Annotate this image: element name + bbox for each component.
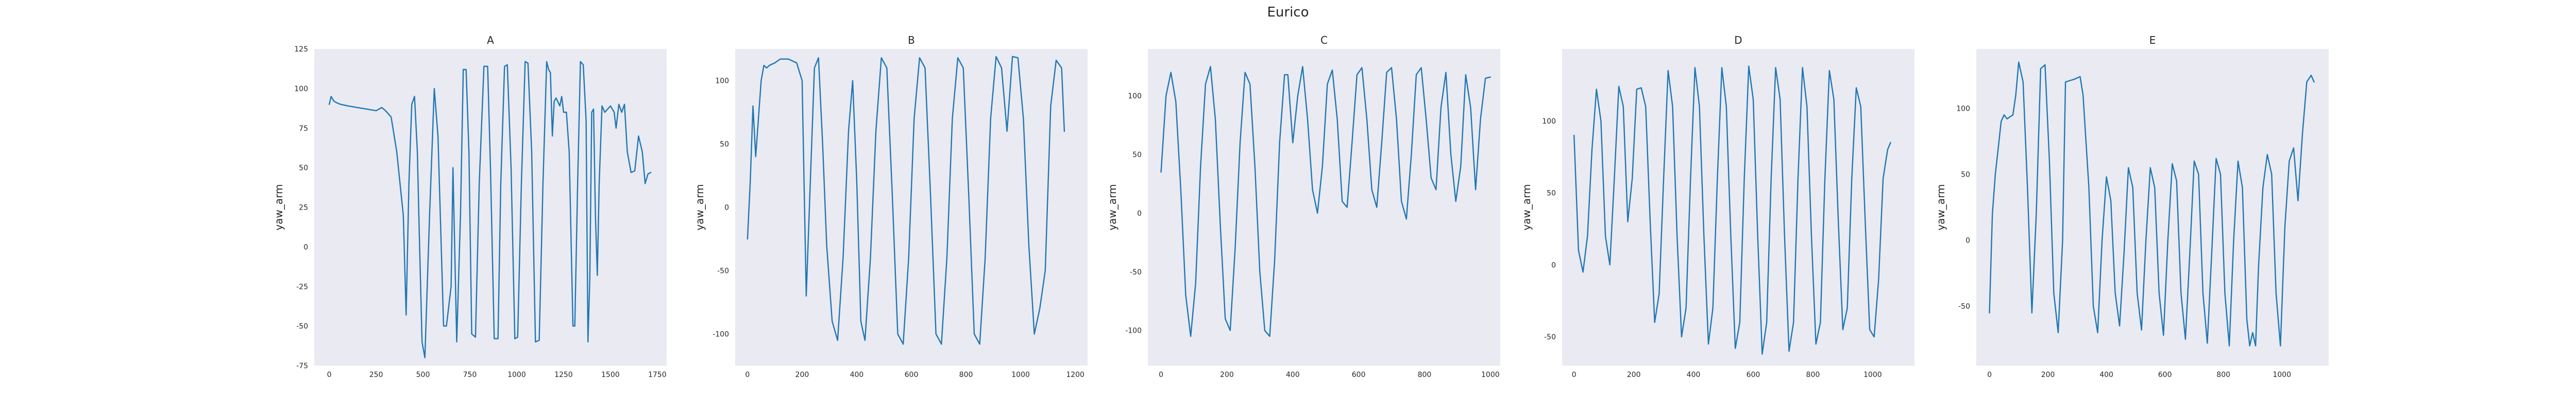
- x-tick-label: 500: [416, 371, 430, 379]
- x-tick-label: 400: [850, 371, 864, 379]
- x-tick-label: 0: [745, 371, 750, 379]
- series-line-a: [328, 61, 652, 358]
- x-tick-label: 1750: [648, 371, 667, 379]
- x-tick-label: 400: [1687, 371, 1701, 379]
- x-tick-label: 1000: [507, 371, 526, 379]
- y-tick-label: 50: [1547, 190, 1556, 198]
- x-tick-label: 600: [905, 371, 919, 379]
- y-tick-label: -50: [1958, 303, 1970, 311]
- y-tick-label: -75: [296, 362, 308, 370]
- plot-area-e: [1976, 49, 2329, 366]
- y-tick-label: 50: [1132, 151, 1142, 159]
- series-line-b: [747, 56, 1065, 345]
- y-tick-label: -50: [1544, 333, 1556, 341]
- x-tick-label: 800: [1418, 371, 1432, 379]
- x-tick-label: 800: [1806, 371, 1820, 379]
- y-tick-label: 0: [1137, 210, 1142, 218]
- y-tick-label: -100: [713, 331, 729, 339]
- y-axis-label-c: yaw_arm: [1106, 184, 1118, 230]
- y-tick-label: 50: [1961, 170, 1970, 179]
- panel-title-d: D: [1734, 34, 1742, 46]
- y-tick-label: 75: [299, 125, 308, 133]
- y-tick-label: 100: [1956, 105, 1970, 113]
- x-tick-label: 600: [1352, 371, 1366, 379]
- x-tick-label: 200: [2041, 371, 2055, 379]
- x-tick-label: 1200: [1066, 371, 1084, 379]
- plot-area-b: [735, 49, 1088, 366]
- x-tick-label: 1000: [1481, 371, 1500, 379]
- y-tick-label: -100: [1125, 327, 1142, 335]
- y-tick-label: 50: [720, 141, 729, 149]
- y-tick-label: 0: [724, 204, 729, 212]
- y-tick-label: 100: [715, 77, 729, 85]
- y-tick-label: 0: [303, 243, 308, 251]
- y-axis-label-b: yaw_arm: [693, 184, 706, 230]
- x-tick-label: 800: [2216, 371, 2230, 379]
- x-tick-label: 0: [1572, 371, 1577, 379]
- x-tick-label: 1500: [601, 371, 620, 379]
- x-tick-label: 750: [463, 371, 477, 379]
- y-tick-label: 50: [299, 164, 308, 173]
- x-tick-label: 600: [1747, 371, 1760, 379]
- series-line-c: [1160, 65, 1491, 337]
- x-tick-label: 400: [1286, 371, 1300, 379]
- y-tick-label: 100: [1542, 117, 1556, 126]
- x-tick-label: 1000: [1011, 371, 1030, 379]
- x-tick-label: 800: [959, 371, 973, 379]
- plot-area-d: [1562, 49, 1914, 366]
- panel-title-c: C: [1320, 34, 1328, 46]
- y-tick-label: 0: [1551, 261, 1556, 269]
- plot-area-a: [314, 49, 667, 366]
- y-tick-label: 125: [294, 45, 308, 54]
- y-tick-label: 100: [1128, 92, 1142, 100]
- x-tick-label: 1250: [554, 371, 573, 379]
- x-tick-label: 1000: [1863, 371, 1882, 379]
- y-tick-label: 0: [1965, 237, 1970, 245]
- y-tick-label: 25: [299, 204, 308, 212]
- x-tick-label: 0: [1987, 371, 1992, 379]
- panel-title-a: A: [487, 34, 494, 46]
- panel-title-e: E: [2149, 34, 2156, 46]
- panel-title-b: B: [908, 34, 915, 46]
- y-axis-label-e: yaw_arm: [1935, 184, 1947, 230]
- x-tick-label: 1000: [2273, 371, 2291, 379]
- x-tick-label: 200: [1220, 371, 1234, 379]
- x-tick-label: 200: [795, 371, 809, 379]
- x-tick-label: 0: [327, 371, 332, 379]
- figure-title: Eurico: [1267, 5, 1309, 20]
- y-tick-label: -50: [1130, 268, 1142, 277]
- x-tick-label: 250: [369, 371, 383, 379]
- x-tick-label: 200: [1627, 371, 1641, 379]
- series-line-e: [1989, 61, 2315, 347]
- y-tick-label: -25: [296, 283, 308, 291]
- y-tick-label: -50: [717, 267, 729, 276]
- y-tick-label: -50: [296, 322, 308, 331]
- x-tick-label: 0: [1159, 371, 1163, 379]
- x-tick-label: 400: [2099, 371, 2113, 379]
- y-tick-label: 100: [294, 85, 308, 93]
- series-line-d: [1573, 65, 1891, 355]
- y-axis-label-a: yaw_arm: [273, 184, 285, 230]
- x-tick-label: 600: [2158, 371, 2172, 379]
- y-axis-label-d: yaw_arm: [1520, 184, 1533, 230]
